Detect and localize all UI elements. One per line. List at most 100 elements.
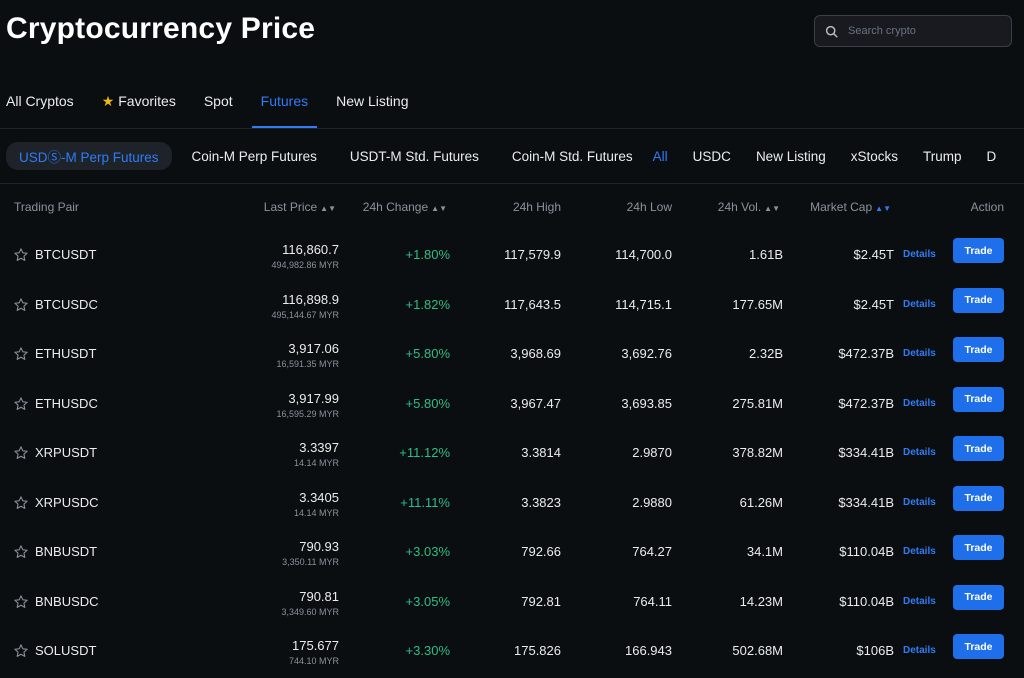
- page-title: Cryptocurrency Price: [6, 12, 316, 45]
- details-link[interactable]: Details: [903, 348, 936, 359]
- filter-truncated[interactable]: D: [986, 148, 997, 164]
- subtab-usds-m-perp-futures[interactable]: USDⓈ-M Perp Futures: [6, 142, 172, 170]
- table-row: SOLUSDT 175.677 744.10 MYR +3.30% 175.826 166…: [0, 628, 1024, 678]
- tab-spot[interactable]: Spot: [204, 88, 233, 128]
- market-cap: $334.41B: [838, 494, 894, 510]
- filter-all[interactable]: All: [652, 148, 668, 164]
- change-24h: +3.30%: [405, 643, 450, 658]
- favorite-star-icon[interactable]: [13, 247, 29, 263]
- volume-24h: 2.32B: [749, 346, 783, 361]
- trading-pair[interactable]: BTCUSDT: [35, 247, 97, 262]
- table-row: BTCUSDC 116,898.9 495,144.67 MYR +1.82% 117,…: [0, 282, 1024, 332]
- subtabs-divider: [0, 183, 1024, 184]
- filter-xstocks[interactable]: xStocks: [850, 148, 898, 164]
- trade-button[interactable]: Trade: [953, 584, 1004, 610]
- high-24h: 792.66: [521, 544, 561, 559]
- trade-button[interactable]: Trade: [953, 238, 1004, 263]
- last-price: 790.93: [299, 539, 339, 554]
- details-link[interactable]: Details: [903, 249, 936, 260]
- tab-label: All Cryptos: [6, 93, 74, 109]
- search-input[interactable]: [846, 24, 1000, 38]
- subtab-usdt-m-std-futures[interactable]: USDT-M Std. Futures: [349, 148, 479, 164]
- header-last-price[interactable]: Last Price ▲▼: [264, 200, 336, 214]
- details-link[interactable]: Details: [903, 298, 936, 310]
- favorite-star-icon[interactable]: [13, 544, 29, 560]
- market-cap: $2.45T: [853, 247, 894, 262]
- details-link[interactable]: Details: [903, 546, 936, 557]
- table-row: XRPUSDT 3.3397 14.14 MYR +11.12% 3.3814 2.987…: [0, 430, 1024, 480]
- favorite-star-icon[interactable]: [13, 396, 29, 412]
- trade-button[interactable]: Trade: [953, 485, 1004, 511]
- last-price-myr: 3,350.11 MYR: [282, 557, 339, 567]
- high-24h: 117,579.9: [504, 247, 561, 262]
- last-price-myr: 744.10 MYR: [288, 656, 339, 666]
- low-24h: 2.9870: [632, 445, 672, 460]
- market-cap: $472.37B: [838, 346, 894, 361]
- favorite-star-icon[interactable]: [13, 643, 29, 659]
- change-24h: +3.03%: [405, 544, 450, 559]
- favorite-star-icon[interactable]: [13, 346, 29, 362]
- header-market-cap[interactable]: Market Cap ▲▼: [810, 200, 891, 214]
- trading-pair[interactable]: BTCUSDC: [35, 296, 98, 312]
- search-box[interactable]: [814, 15, 1012, 47]
- favorite-star-icon[interactable]: [13, 445, 29, 461]
- volume-24h: 61.26M: [739, 494, 783, 510]
- details-link[interactable]: Details: [903, 645, 936, 656]
- trading-pair[interactable]: BNBUSDT: [35, 544, 98, 559]
- change-24h: +11.12%: [399, 445, 450, 460]
- favorite-star-icon[interactable]: [13, 297, 29, 313]
- last-price: 175.677: [292, 638, 339, 653]
- header-24h-change[interactable]: 24h Change ▲▼: [363, 200, 447, 214]
- trade-button[interactable]: Trade: [953, 337, 1004, 362]
- high-24h: 175.826: [514, 643, 561, 658]
- table-header: Trading Pair Last Price ▲▼ 24h Change ▲▼ 2…: [0, 200, 1024, 216]
- details-link[interactable]: Details: [903, 447, 936, 458]
- tab-favorites[interactable]: ★ Favorites: [102, 88, 176, 128]
- sort-icon: ▲▼: [764, 204, 780, 213]
- trading-pair[interactable]: ETHUSDT: [35, 346, 97, 361]
- trade-button[interactable]: Trade: [953, 535, 1004, 560]
- market-cap: $472.37B: [838, 395, 894, 411]
- low-24h: 114,700.0: [615, 247, 672, 262]
- tab-label: Favorites: [118, 93, 176, 109]
- trading-pair[interactable]: SOLUSDT: [35, 643, 97, 658]
- change-24h: +5.80%: [405, 346, 450, 361]
- trading-pair[interactable]: BNBUSDC: [35, 593, 99, 609]
- volume-24h: 378.82M: [732, 445, 783, 460]
- tab-futures[interactable]: Futures: [251, 88, 318, 128]
- volume-24h: 177.65M: [732, 296, 783, 312]
- header-trading-pair: Trading Pair: [14, 200, 79, 214]
- tab-all-cryptos[interactable]: All Cryptos: [6, 88, 74, 128]
- favorite-star-icon[interactable]: [13, 495, 29, 511]
- low-24h: 114,715.1: [615, 296, 672, 312]
- trading-pair[interactable]: XRPUSDC: [35, 494, 99, 510]
- filter-new-listing[interactable]: New Listing: [755, 148, 826, 164]
- trade-button[interactable]: Trade: [953, 287, 1004, 313]
- header-label: 24h Change: [362, 200, 429, 214]
- details-link[interactable]: Details: [903, 496, 936, 508]
- header-24h-volume[interactable]: 24h Vol. ▲▼: [718, 200, 780, 214]
- subtab-coin-m-std-futures[interactable]: Coin-M Std. Futures: [511, 148, 633, 164]
- favorite-star-icon[interactable]: [13, 594, 29, 610]
- trading-pair[interactable]: ETHUSDC: [35, 395, 98, 411]
- trade-button[interactable]: Trade: [953, 436, 1004, 461]
- trading-pair[interactable]: XRPUSDT: [35, 445, 98, 460]
- tab-new-listing[interactable]: New Listing: [336, 88, 408, 128]
- filter-trump[interactable]: Trump: [922, 148, 962, 164]
- header-label: Last Price: [263, 200, 318, 214]
- low-24h: 3,692.76: [621, 346, 672, 361]
- details-link[interactable]: Details: [903, 595, 936, 607]
- filter-usdc[interactable]: USDC: [692, 148, 731, 164]
- last-price-myr: 3,349.60 MYR: [281, 606, 339, 617]
- volume-24h: 502.68M: [732, 643, 783, 658]
- high-24h: 3,967.47: [510, 395, 561, 411]
- trade-button[interactable]: Trade: [953, 386, 1004, 412]
- last-price-myr: 494,982.86 MYR: [271, 260, 339, 270]
- subtab-coin-m-perp-futures[interactable]: Coin-M Perp Futures: [191, 148, 317, 164]
- trade-button[interactable]: Trade: [953, 634, 1004, 659]
- details-link[interactable]: Details: [903, 397, 936, 409]
- header-label: 24h Vol.: [717, 200, 762, 214]
- last-price: 3.3397: [299, 440, 339, 455]
- last-price: 3,917.99: [288, 390, 339, 406]
- volume-24h: 1.61B: [749, 247, 783, 262]
